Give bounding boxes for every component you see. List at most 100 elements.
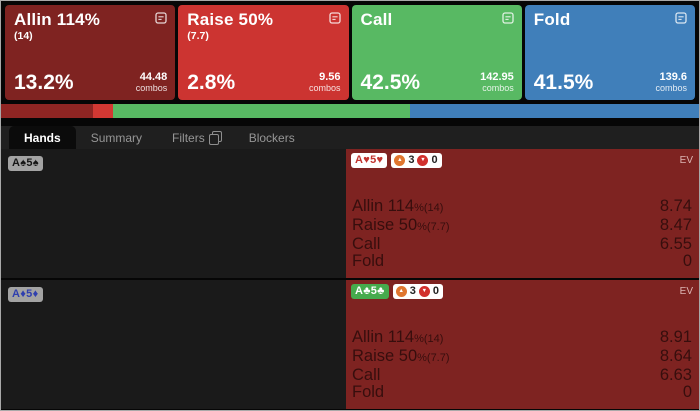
blocker-count-badge[interactable]: ▲ 3 ▼ 0 (392, 284, 443, 299)
action-box-fold[interactable]: Fold 41.5% 139.6 combos (524, 5, 695, 100)
ev-value: 8.47 (659, 216, 692, 234)
combos-value: 44.48 (139, 71, 168, 83)
combo-badge[interactable]: A♣5♣ (351, 284, 389, 299)
tab-label: Hands (24, 130, 61, 145)
details-icon[interactable] (328, 12, 341, 24)
action-box-header: Call (361, 10, 514, 30)
hand-chart-area: A♦5♦ (1, 280, 346, 409)
details-icon[interactable] (155, 12, 167, 24)
hands-list: A♠5♠ A♥5♥ ▲ 3 ▼ 0 EV Allin 114% (14) (1, 149, 699, 409)
tab-hands[interactable]: Hands (9, 126, 76, 149)
strip-segment-raise (93, 104, 113, 118)
ev-value: 0 (682, 383, 692, 401)
ev-action-note: (14) (423, 333, 444, 345)
action-title: Fold (533, 10, 571, 29)
blocker-count-badge[interactable]: ▲ 3 ▼ 0 (391, 153, 442, 168)
hand-row[interactable]: A♦5♦ A♣5♣ ▲ 3 ▼ 0 EV Allin 114% (14) (1, 280, 699, 409)
ev-value: 8.64 (659, 347, 692, 365)
ev-line-raise: Raise 50% (7.7) 8.47 (352, 217, 692, 236)
ev-line-allin: Allin 114% (14) 8.74 (352, 198, 692, 217)
ev-line-raise: Raise 50% (7.7) 8.64 (352, 348, 692, 367)
ev-action-name: Raise 50 (352, 216, 418, 234)
up-count: 3 (409, 285, 416, 297)
down-count: 0 (431, 154, 438, 166)
hand-ev-panel: A♣5♣ ▲ 3 ▼ 0 EV Allin 114% (14) 8.91 (346, 280, 699, 409)
tab-blockers[interactable]: Blockers (234, 126, 310, 149)
ev-action-name: Call (352, 235, 381, 253)
ev-value: 6.63 (659, 366, 692, 384)
ev-action-note: (14) (423, 202, 444, 214)
strip-segment-fold (410, 104, 699, 118)
action-frequency: 2.8% (187, 71, 236, 94)
hand-row[interactable]: A♠5♠ A♥5♥ ▲ 3 ▼ 0 EV Allin 114% (14) (1, 149, 699, 278)
ev-action-name: Fold (352, 383, 385, 401)
tab-bar: Hands Summary Filters Blockers (1, 126, 699, 149)
ev-action-name: Allin 114 (352, 328, 415, 346)
arrow-down-circle-icon: ▼ (417, 155, 429, 166)
details-icon[interactable] (675, 12, 687, 24)
combos-label: combos (308, 83, 341, 93)
tab-label: Filters (172, 130, 205, 145)
hand-badge[interactable]: A♦5♦ (8, 287, 43, 302)
ev-line-call: Call 6.63 (352, 367, 692, 384)
action-frequency: 13.2% (14, 71, 74, 94)
action-combos: 44.48 combos (136, 70, 168, 94)
ev-action-name: Fold (352, 252, 385, 270)
action-title: Allin 114% (14, 10, 101, 29)
ev-value: 6.55 (659, 235, 692, 253)
action-subtitle (534, 30, 687, 42)
combo-badge[interactable]: A♥5♥ (351, 153, 388, 168)
ev-header-label: EV (679, 155, 693, 166)
strip-segment-call (112, 104, 411, 118)
ev-value: 8.91 (659, 328, 692, 346)
ev-line-fold: Fold 0 (352, 253, 692, 270)
hand-chart-area: A♠5♠ (1, 149, 346, 278)
details-icon[interactable] (502, 12, 514, 24)
ev-header-label: EV (679, 286, 693, 297)
down-count: 0 (432, 285, 439, 297)
action-combos: 142.95 combos (480, 70, 514, 94)
action-box-call[interactable]: Call 42.5% 142.95 combos (351, 5, 522, 100)
ev-action-note: (7.7) (426, 352, 450, 364)
ev-list: Allin 114% (14) 8.74 Raise 50% (7.7) 8.47 … (352, 198, 692, 270)
ev-line-fold: Fold 0 (352, 384, 692, 401)
arrow-up-circle-icon: ▲ (395, 286, 407, 297)
hand-ev-panel: A♥5♥ ▲ 3 ▼ 0 EV Allin 114% (14) 8.74 (346, 149, 699, 278)
ev-action-suffix: % (414, 202, 424, 214)
arrow-down-circle-icon: ▼ (418, 286, 430, 297)
ev-action-note: (7.7) (426, 221, 450, 233)
combos-value: 139.6 (659, 71, 687, 83)
ev-action-name: Raise 50 (352, 347, 418, 365)
action-combos: 9.56 combos (309, 70, 341, 94)
ev-action-suffix: % (417, 352, 427, 364)
action-frequency: 42.5% (360, 71, 421, 94)
action-title: Raise 50% (187, 10, 274, 29)
tab-filters[interactable]: Filters (157, 126, 234, 149)
tab-label: Summary (90, 130, 143, 145)
combos-label: combos (482, 83, 514, 93)
tab-summary[interactable]: Summary (76, 126, 157, 149)
action-box-header: Raise 50% (187, 10, 341, 30)
action-box-header: Fold (534, 10, 687, 30)
tab-label: Blockers (248, 130, 295, 145)
combos-label: combos (135, 83, 168, 93)
ev-value: 0 (682, 252, 692, 270)
action-box-raise[interactable]: Raise 50% (7.7) 2.8% 9.56 combos (178, 5, 349, 100)
action-title: Call (360, 10, 393, 29)
hand-badge[interactable]: A♠5♠ (8, 156, 43, 171)
up-count: 3 (408, 154, 415, 166)
combos-value: 9.56 (319, 71, 341, 83)
ev-action-name: Call (352, 366, 381, 384)
combos-value: 142.95 (480, 71, 514, 83)
action-box-header: Allin 114% (14, 10, 167, 30)
action-combos: 139.6 combos (655, 70, 687, 94)
ev-value: 8.74 (659, 197, 692, 215)
ev-list: Allin 114% (14) 8.91 Raise 50% (7.7) 8.64 … (352, 329, 692, 401)
action-frequency: 41.5% (533, 71, 594, 94)
strip-segment-allin (1, 104, 94, 118)
action-boxes: Allin 114% (14) 13.2% 44.48 combos Raise… (1, 1, 699, 100)
action-box-allin[interactable]: Allin 114% (14) 13.2% 44.48 combos (5, 5, 176, 100)
copy-icon (208, 130, 222, 145)
ev-line-allin: Allin 114% (14) 8.91 (352, 329, 692, 348)
